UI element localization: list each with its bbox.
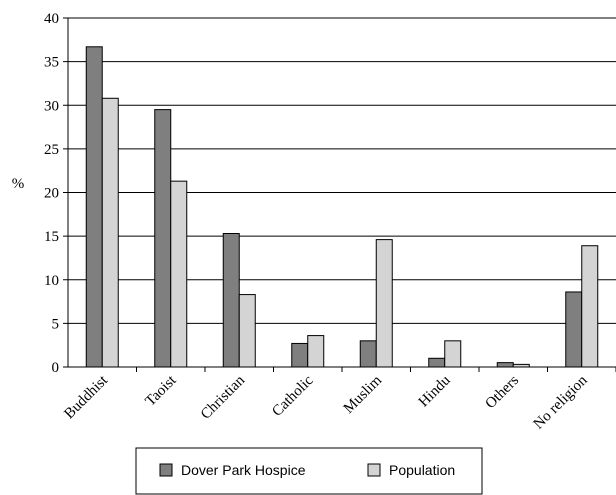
y-tick-label-15: 15 [44, 229, 59, 245]
y-tick-label-30: 30 [44, 98, 59, 114]
legend-frame [135, 447, 483, 495]
legend-label-dover-park-hospice: Dover Park Hospice [181, 462, 306, 478]
bar-muslim-dover-park-hospice [359, 340, 377, 368]
legend-label-population: Population [389, 462, 455, 478]
x-tick-label-catholic: Catholic [269, 372, 316, 419]
y-tick-label-10: 10 [44, 273, 59, 289]
bar-taoist-dover-park-hospice [154, 109, 172, 368]
x-tick-label-muslim: Muslim [341, 372, 386, 417]
x-tick-labels: Buddhist Taoist Christian Catholic Muslim Hin… [61, 372, 590, 433]
y-tick-label-0: 0 [52, 360, 60, 376]
x-tick-label-taoist: Taoist [142, 372, 180, 410]
bar-muslim-population [375, 239, 393, 368]
x-tick-label-others: Others [482, 372, 522, 412]
bar-christian-population [238, 294, 256, 368]
bar-others-dover-park-hospice [496, 362, 514, 368]
x-tick-label-no-religion: No religion [531, 372, 591, 432]
axes [63, 17, 616, 372]
bars-group [85, 46, 599, 368]
y-tick-label-35: 35 [44, 55, 59, 71]
gridlines [68, 17, 616, 324]
bar-hindu-dover-park-hospice [428, 357, 446, 368]
x-tick-label-christian: Christian [198, 372, 249, 423]
y-tick-labels: 0 5 10 15 20 25 30 35 40 [44, 11, 59, 376]
bar-buddhist-dover-park-hospice [85, 46, 103, 368]
bar-no-religion-population [581, 245, 599, 368]
bar-christian-dover-park-hospice [222, 233, 240, 368]
y-tick-label-25: 25 [44, 142, 59, 158]
x-tick-label-hindu: Hindu [416, 372, 454, 410]
bar-hindu-population [444, 340, 462, 368]
y-tick-label-20: 20 [44, 186, 59, 202]
bar-buddhist-population [101, 97, 119, 368]
bar-no-religion-dover-park-hospice [565, 291, 583, 368]
bar-taoist-population [170, 180, 188, 368]
y-tick-label-40: 40 [44, 11, 59, 27]
bar-catholic-dover-park-hospice [291, 342, 309, 368]
y-axis-label: % [12, 176, 25, 192]
x-tick-label-buddhist: Buddhist [61, 372, 111, 422]
legend-swatch-dover-park-hospice [159, 463, 173, 477]
bar-catholic-population [307, 335, 325, 368]
legend-swatch-population [367, 463, 381, 477]
y-tick-label-5: 5 [52, 316, 60, 332]
legend: Dover Park Hospice Population [135, 447, 483, 495]
